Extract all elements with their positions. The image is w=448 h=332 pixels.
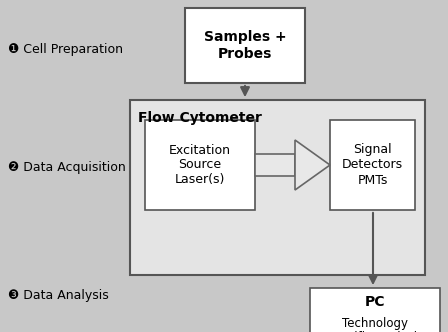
Text: ❸ Data Analysis: ❸ Data Analysis bbox=[8, 289, 109, 301]
Bar bbox=[255, 154, 295, 176]
Bar bbox=[310, 288, 440, 332]
Text: Signal
Detectors
PMTs: Signal Detectors PMTs bbox=[342, 143, 403, 187]
Bar bbox=[185, 8, 305, 83]
Bar bbox=[330, 120, 415, 210]
Polygon shape bbox=[295, 140, 330, 190]
Text: ❶ Cell Preparation: ❶ Cell Preparation bbox=[8, 43, 123, 56]
Text: Excitation
Source
Laser(s): Excitation Source Laser(s) bbox=[169, 143, 231, 187]
Bar bbox=[145, 120, 255, 210]
Text: Technology
specific analysis
paradigms: Technology specific analysis paradigms bbox=[327, 316, 423, 332]
Text: ❷ Data Acquisition: ❷ Data Acquisition bbox=[8, 161, 126, 175]
Text: Flow Cytometer: Flow Cytometer bbox=[138, 111, 262, 125]
Text: PC: PC bbox=[365, 295, 385, 309]
Text: Samples +
Probes: Samples + Probes bbox=[204, 31, 286, 61]
Bar bbox=[130, 100, 425, 275]
